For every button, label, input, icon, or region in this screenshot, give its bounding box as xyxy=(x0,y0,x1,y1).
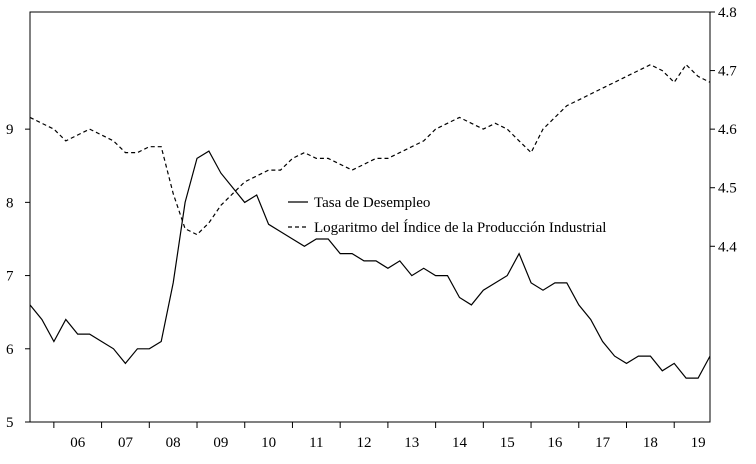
x-tick-label: 09 xyxy=(213,435,228,451)
x-axis: 06 07 08 09 10 11 12 13 14 15 16 17 18 19 xyxy=(53,422,706,451)
unemployment-line xyxy=(29,150,711,379)
left-tick-label: 8 xyxy=(6,195,14,211)
x-tick-label: 13 xyxy=(404,435,419,451)
left-tick-label: 6 xyxy=(6,342,14,358)
x-tick-label: 10 xyxy=(261,435,276,451)
plot-frame xyxy=(29,11,711,423)
series-lines xyxy=(29,63,711,379)
x-tick-label: 14 xyxy=(452,435,468,451)
x-tick-label: 11 xyxy=(309,435,323,451)
x-tick-label: 07 xyxy=(118,435,134,451)
right-y-axis: 4.4 4.5 4.6 4.7 4.8 xyxy=(710,5,737,255)
left-tick-label: 9 xyxy=(6,122,14,138)
legend-label-industrial-production: Logaritmo del Índice de la Producción In… xyxy=(314,219,606,236)
right-tick-label: 4.4 xyxy=(718,239,737,255)
right-tick-label: 4.5 xyxy=(718,181,737,197)
right-tick-label: 4.8 xyxy=(718,5,737,21)
industrial-production-line xyxy=(29,63,711,236)
x-tick-label: 16 xyxy=(547,435,563,451)
legend: Tasa de Desempleo Logaritmo del Índice d… xyxy=(288,195,606,236)
x-tick-label: 19 xyxy=(691,435,706,451)
x-tick-label: 17 xyxy=(595,435,611,451)
x-tick-label: 06 xyxy=(70,435,86,451)
x-tick-label: 18 xyxy=(643,435,658,451)
right-tick-label: 4.7 xyxy=(718,64,737,80)
left-tick-label: 5 xyxy=(6,415,14,431)
x-tick-label: 12 xyxy=(357,435,372,451)
left-tick-label: 7 xyxy=(6,269,14,285)
right-tick-label: 4.6 xyxy=(718,122,737,138)
left-y-axis: 5 6 7 8 9 xyxy=(6,122,30,431)
x-tick-label: 08 xyxy=(166,435,181,451)
x-tick-label: 15 xyxy=(500,435,515,451)
legend-label-unemployment: Tasa de Desempleo xyxy=(314,195,430,211)
